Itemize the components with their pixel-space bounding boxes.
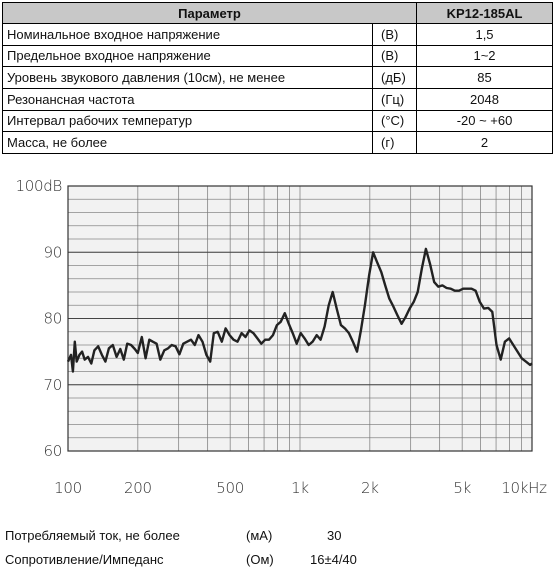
table-row: Уровень звукового давления (10см), не ме… (2, 66, 554, 89)
param-name: Уровень звукового давления (10см), не ме… (2, 66, 373, 89)
footer-label: Сопротивление/Импеданс (5, 552, 164, 567)
param-value: 2048 (416, 87, 554, 111)
table-header-row: Параметр KP12-185AL (1, 2, 554, 24)
spec-table: Параметр KP12-185AL Номинальное входное … (1, 2, 554, 154)
param-unit: (В) (371, 23, 418, 46)
x-tick-label: 200 (124, 479, 152, 497)
header-model: KP12-185AL (416, 2, 554, 24)
param-name: Масса, не более (2, 131, 373, 154)
header-param: Параметр (1, 2, 418, 24)
chart-svg: 100dB 90 80 70 60 100 200 500 1k 2k 5k 10kHz (16, 177, 548, 497)
table-row: Предельное входное напряжение (В) 1~2 (2, 44, 554, 68)
y-tick-label: 60 (44, 442, 63, 460)
param-value: 1~2 (416, 44, 554, 68)
footer-unit: (мА) (246, 528, 273, 543)
y-tick-label: 80 (44, 310, 63, 328)
param-name: Интервал рабочих температур (2, 109, 373, 133)
param-value: -20 ~ +60 (416, 109, 554, 133)
frequency-response-chart: 100dB 90 80 70 60 100 200 500 1k 2k 5k 10kHz (0, 168, 554, 498)
table-row: Масса, не более (г) 2 (2, 131, 554, 154)
footer-value: 30 (327, 528, 342, 543)
param-value: 85 (416, 66, 554, 89)
param-unit: (°С) (371, 109, 418, 133)
y-tick-label: 100dB (16, 177, 62, 195)
param-name: Предельное входное напряжение (2, 44, 373, 68)
param-value: 2 (416, 131, 554, 154)
footer-unit: (Ом) (246, 552, 274, 567)
param-name: Номинальное входное напряжение (2, 23, 373, 46)
x-tick-label: 10kHz (501, 479, 547, 497)
x-tick-label: 5k (453, 479, 471, 497)
x-tick-label: 1k (291, 479, 309, 497)
table-row: Номинальное входное напряжение (В) 1,5 (2, 23, 554, 46)
param-name: Резонансная частота (2, 87, 373, 111)
y-tick-label: 90 (44, 243, 63, 261)
x-tick-label: 2k (361, 479, 379, 497)
param-unit: (г) (371, 131, 418, 154)
plot-frame (67, 185, 533, 452)
footer-label: Потребляемый ток, не более (5, 528, 180, 543)
param-unit: (В) (371, 44, 418, 68)
y-tick-label: 70 (44, 376, 63, 394)
footer-value: 16±4/40 (310, 552, 357, 567)
param-unit: (дБ) (371, 66, 418, 89)
param-unit: (Гц) (371, 87, 418, 111)
param-value: 1,5 (416, 23, 554, 46)
x-tick-label: 500 (216, 479, 244, 497)
table-row: Резонансная частота (Гц) 2048 (2, 87, 554, 111)
series-line (66, 247, 533, 373)
table-row: Интервал рабочих температур (°С) -20 ~ +60 (2, 109, 554, 133)
x-tick-label: 100 (54, 479, 82, 497)
